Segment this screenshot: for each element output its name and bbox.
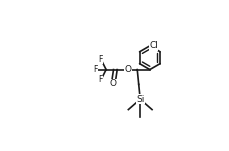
Text: Cl: Cl	[148, 41, 157, 50]
Text: O: O	[124, 65, 131, 74]
Text: F: F	[98, 55, 103, 64]
Text: Si: Si	[135, 95, 144, 104]
Text: O: O	[109, 79, 116, 88]
Text: F: F	[98, 76, 103, 84]
Text: F: F	[93, 65, 98, 74]
